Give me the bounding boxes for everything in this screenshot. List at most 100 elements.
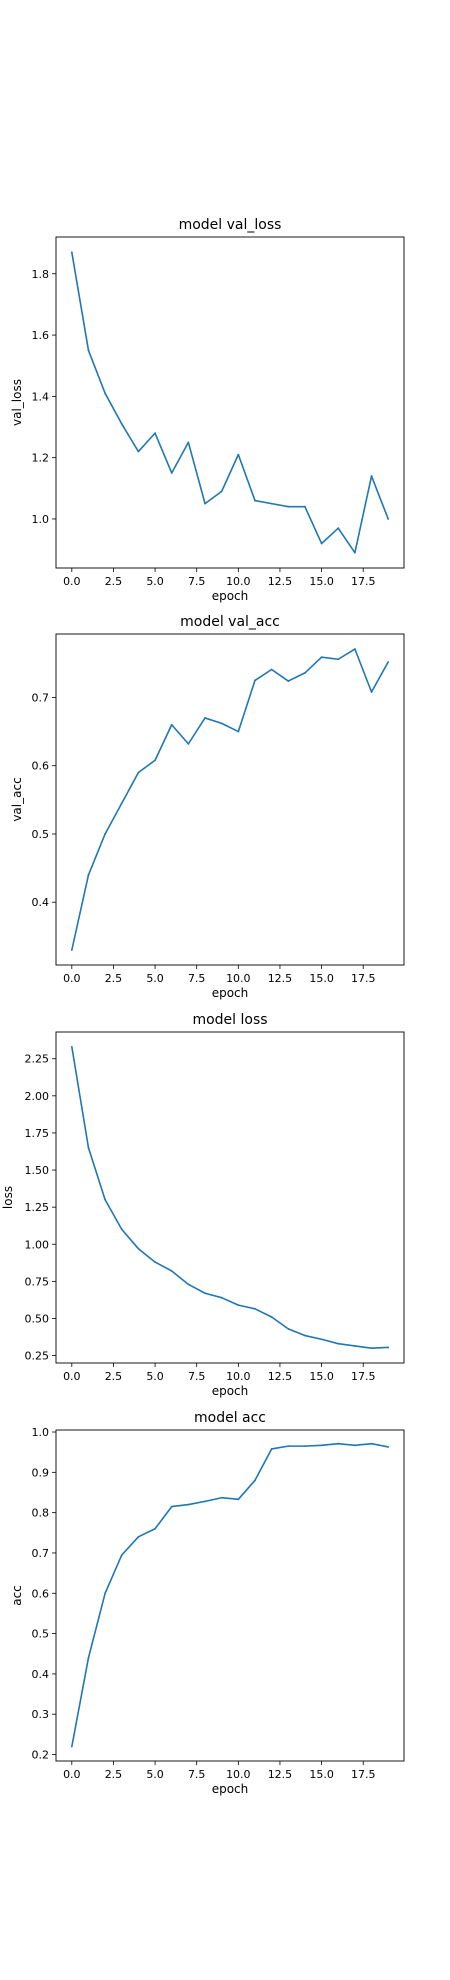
y-tick-label: 1.6 [32, 329, 50, 342]
x-tick-label: 5.0 [146, 1370, 164, 1383]
data-point [370, 691, 373, 693]
data-point [220, 1296, 223, 1299]
data-point [170, 1270, 173, 1272]
data-point [270, 1316, 273, 1318]
subplot-val-loss: model val_loss 0.0 2.5 5.0 7.5 10.0 12.5 15.0 17… [10, 217, 405, 603]
data-point [137, 771, 140, 774]
chart-title: model acc [194, 1410, 266, 1426]
x-tick-label: 2.5 [105, 1768, 123, 1781]
data-point [254, 499, 256, 502]
x-tick-label: 12.5 [268, 1768, 293, 1781]
data-point [353, 1345, 356, 1347]
data-point [370, 475, 373, 477]
data-point [187, 1283, 190, 1286]
data-point [70, 949, 73, 951]
y-tick-label: 1.50 [25, 1164, 50, 1177]
x-tick-label: 7.5 [188, 1768, 206, 1781]
data-point [204, 717, 206, 719]
x-tick-label: 0.0 [63, 575, 81, 588]
data-point [337, 1442, 340, 1445]
data-point [104, 833, 107, 835]
y-tick-label: 2.25 [25, 1053, 50, 1066]
x-axis-label: epoch [212, 589, 249, 603]
y-tick-label: 1.2 [32, 452, 50, 465]
data-point [154, 432, 156, 435]
y-tick-label: 0.9 [32, 1466, 50, 1479]
data-point [154, 759, 156, 762]
y-tick-label: 0.4 [32, 1668, 50, 1681]
data-point [370, 1347, 373, 1350]
data-point [187, 441, 190, 444]
data-point [87, 1656, 90, 1659]
data-point [170, 472, 173, 474]
x-tick-label: 10.0 [226, 972, 251, 985]
series-line [71, 1046, 389, 1349]
x-tick-label: 0.0 [63, 1768, 81, 1781]
chart-title: model val_acc [180, 614, 280, 630]
data-point [104, 392, 107, 395]
y-axis-label: val_loss [10, 379, 24, 426]
x-tick-label: 10.0 [226, 1768, 251, 1781]
data-point [287, 1445, 290, 1448]
y-axis-label: val_acc [10, 777, 24, 821]
y-tick-label: 0.8 [32, 1507, 50, 1520]
data-point [353, 1444, 356, 1447]
data-point [304, 505, 306, 508]
data-point [353, 551, 356, 554]
subplot-val-acc: model val_acc 0.0 2.5 5.0 7.5 10.0 12.5 15.0 17.… [10, 614, 405, 1000]
data-point [320, 656, 323, 659]
data-point [353, 648, 356, 650]
series-line [71, 252, 389, 554]
y-tick-label: 0.7 [32, 691, 50, 704]
y-tick-label: 0.5 [32, 828, 50, 841]
data-point [220, 1496, 223, 1499]
x-tick-label: 17.5 [351, 1370, 376, 1383]
data-point [287, 1327, 290, 1330]
data-point [104, 1592, 107, 1595]
data-point [137, 1535, 140, 1538]
data-point [170, 1505, 173, 1508]
data-point [254, 1479, 256, 1482]
y-tick-label: 0.6 [32, 760, 50, 773]
x-axis-label: epoch [212, 986, 249, 1000]
x-tick-label: 12.5 [268, 972, 293, 985]
y-axis-label: loss [1, 1186, 15, 1209]
data-point [154, 1527, 156, 1530]
x-tick-label: 2.5 [105, 972, 123, 985]
y-tick-label: 0.7 [32, 1547, 50, 1560]
x-axis-label: epoch [212, 1782, 249, 1796]
data-point [137, 1247, 140, 1250]
data-point [337, 527, 340, 530]
x-tick-label: 17.5 [351, 972, 376, 985]
data-point [120, 1228, 123, 1231]
y-tick-label: 2.00 [25, 1090, 50, 1103]
data-point [187, 742, 190, 745]
plot-frame [55, 236, 405, 569]
data-point [320, 1444, 323, 1447]
y-tick-label: 1.0 [32, 1426, 50, 1439]
x-tick-label: 15.0 [309, 1768, 334, 1781]
x-tick-label: 10.0 [226, 1370, 251, 1383]
y-tick-label: 1.25 [25, 1201, 50, 1214]
data-point [320, 542, 323, 545]
data-point [304, 1334, 306, 1337]
y-tick-label: 0.25 [25, 1350, 50, 1363]
data-point [287, 680, 290, 682]
data-point [70, 251, 73, 254]
chart-title: model loss [192, 1012, 267, 1028]
x-tick-label: 12.5 [268, 575, 293, 588]
x-tick-label: 0.0 [63, 972, 81, 985]
data-point [104, 1198, 107, 1201]
data-point [387, 1346, 390, 1349]
data-point [204, 1500, 206, 1503]
data-point [337, 658, 340, 661]
y-tick-label: 1.8 [32, 268, 50, 281]
series-line [71, 1442, 389, 1747]
data-point [120, 423, 123, 425]
x-tick-label: 15.0 [309, 575, 334, 588]
data-point [270, 668, 273, 671]
data-point [387, 518, 390, 520]
x-tick-label: 17.5 [351, 575, 376, 588]
data-point [120, 802, 123, 805]
